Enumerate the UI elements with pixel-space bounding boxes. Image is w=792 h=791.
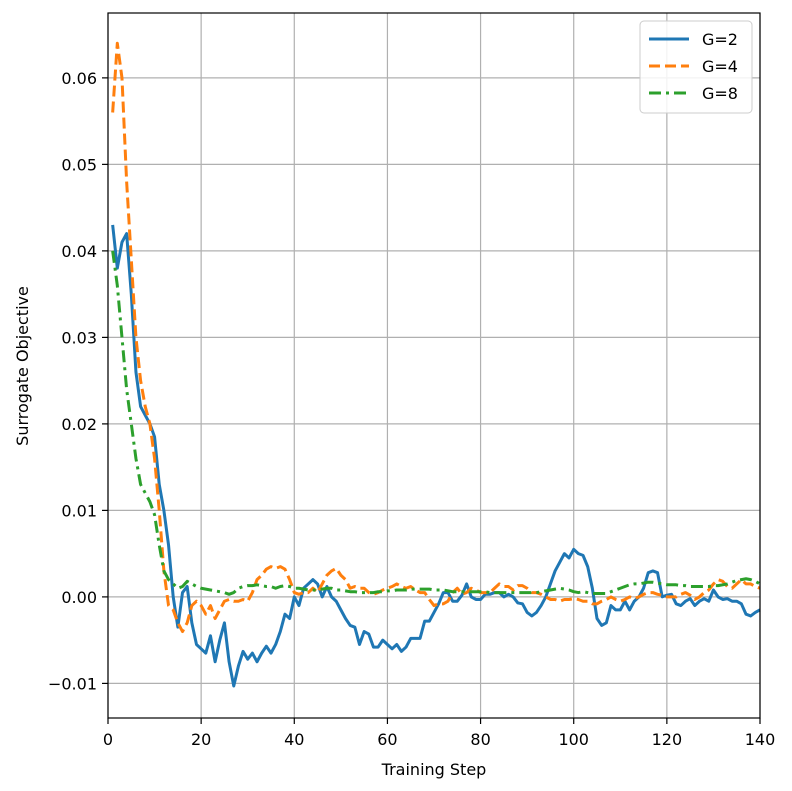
x-tick-label: 120 <box>652 730 683 749</box>
y-tick-label: 0.06 <box>61 69 97 88</box>
y-tick-label: 0.04 <box>61 242 97 261</box>
legend-label: G=4 <box>702 57 738 76</box>
y-tick-label: 0.02 <box>61 415 97 434</box>
y-tick-label: 0.01 <box>61 501 97 520</box>
series-layer <box>111 41 761 688</box>
series-line-g-8 <box>111 250 761 596</box>
series-line-g-4 <box>111 41 761 633</box>
plot-frame <box>107 12 761 719</box>
ticks: 0 20 40 60 80 100 120 140 −0.01 0.00 0.01 0.02 0.03 0… <box>48 69 775 749</box>
x-tick-label: 80 <box>470 730 490 749</box>
x-tick-label: 0 <box>103 730 113 749</box>
grid <box>107 13 761 718</box>
y-tick-label: 0.05 <box>61 155 97 174</box>
x-tick-label: 20 <box>191 730 211 749</box>
y-tick-label: −0.01 <box>48 674 97 693</box>
x-tick-label: 60 <box>377 730 397 749</box>
y-axis-label: Surrogate Objective <box>13 286 32 446</box>
series-line-g-2 <box>111 224 761 688</box>
legend-label: G=2 <box>702 30 738 49</box>
y-tick-label: 0.03 <box>61 328 97 347</box>
legend-label: G=8 <box>702 84 738 103</box>
legend: G=2 G=4 G=8 <box>639 20 753 114</box>
y-tick-label: 0.00 <box>61 588 97 607</box>
x-tick-label: 40 <box>284 730 304 749</box>
legend-box <box>639 20 753 114</box>
x-tick-label: 100 <box>558 730 589 749</box>
x-axis-label: Training Step <box>381 760 487 779</box>
x-tick-label: 140 <box>745 730 776 749</box>
